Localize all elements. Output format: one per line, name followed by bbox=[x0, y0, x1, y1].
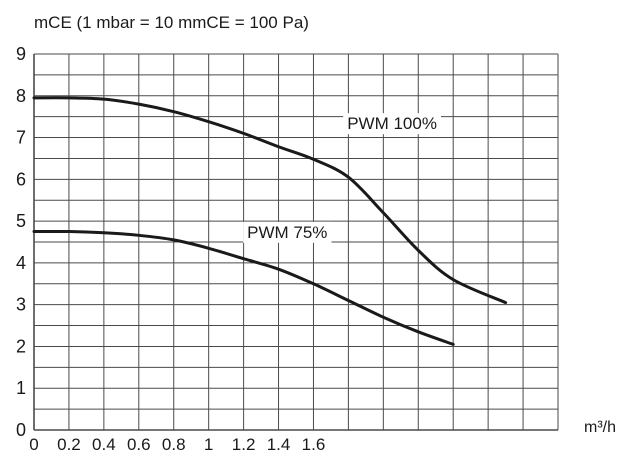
series-line bbox=[32, 96, 508, 305]
chart-series: PWM 100% PWM 75% bbox=[32, 96, 508, 346]
x-tick-label: 0.8 bbox=[162, 435, 186, 454]
y-tick-label: 3 bbox=[16, 295, 26, 315]
x-axis-unit: m³/h bbox=[584, 419, 616, 436]
x-tick-label: 1.6 bbox=[302, 435, 326, 454]
y-tick-label: 0 bbox=[16, 420, 26, 440]
y-tick-label: 9 bbox=[16, 44, 26, 64]
x-tick-label: 0.4 bbox=[92, 435, 116, 454]
x-tick-label: 0.2 bbox=[57, 435, 81, 454]
x-tick-label: 1.4 bbox=[267, 435, 291, 454]
series-line bbox=[32, 229, 455, 346]
y-tick-label: 4 bbox=[16, 253, 26, 273]
y-tick-label: 7 bbox=[16, 128, 26, 148]
y-axis-title: mCE (1 mbar = 10 mmCE = 100 Pa) bbox=[34, 13, 309, 32]
x-tick-label: 1 bbox=[204, 435, 213, 454]
y-tick-labels: 0 1 2 3 4 5 6 7 8 9 bbox=[16, 44, 26, 440]
y-tick-label: 2 bbox=[16, 336, 26, 356]
series-label: PWM 100% bbox=[347, 114, 437, 133]
series-label-background bbox=[343, 113, 441, 135]
y-tick-label: 8 bbox=[16, 86, 26, 106]
y-tick-label: 6 bbox=[16, 169, 26, 189]
x-tick-label: 1.2 bbox=[232, 435, 256, 454]
y-tick-label: 5 bbox=[16, 211, 26, 231]
x-tick-label: 0 bbox=[29, 435, 38, 454]
series-label-background bbox=[243, 221, 332, 243]
x-tick-label: 0.6 bbox=[127, 435, 151, 454]
x-tick-labels: 0 0.2 0.4 0.6 0.8 1 1.2 1.4 1.6 bbox=[29, 435, 325, 454]
series-label: PWM 75% bbox=[247, 223, 327, 242]
y-tick-label: 1 bbox=[16, 378, 26, 398]
